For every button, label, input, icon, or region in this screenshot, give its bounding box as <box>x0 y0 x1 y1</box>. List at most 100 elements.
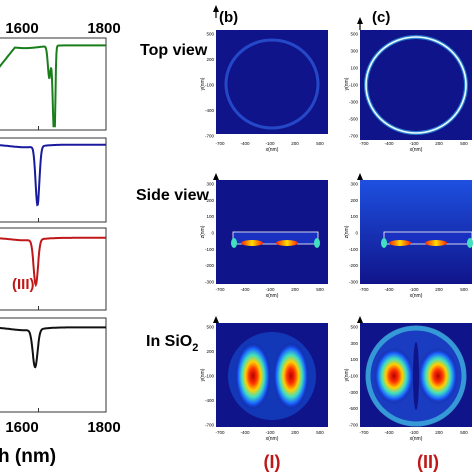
y-tick-label: 500 <box>350 325 358 330</box>
y-tick-label: -700 <box>349 423 359 428</box>
y-tick-label: -200 <box>349 263 359 268</box>
x-tick-label: -100 <box>409 141 419 146</box>
lobe-sio2-b-1 <box>235 342 271 410</box>
y-tick-label: -300 <box>205 280 215 285</box>
y-tick-label: 300 <box>350 341 358 346</box>
y-axis-label: y(nm) <box>344 368 350 381</box>
y-tick-label: -200 <box>205 263 215 268</box>
map-axes: -700 -400 -100 200 500 x(nm) 500 200 -100 -400 -70… <box>200 32 468 443</box>
hot-side-b-1 <box>241 240 263 246</box>
spectrum-frame-1 <box>0 37 107 131</box>
y-tick-label: 200 <box>206 57 214 62</box>
x-axis-label: x(nm) <box>410 147 423 153</box>
y-tick-label: 300 <box>350 182 358 187</box>
x-axis-label: x(nm) <box>266 293 279 299</box>
y-tick-label: -300 <box>349 280 359 285</box>
x-tick-label: -100 <box>265 287 275 292</box>
x-tick-label: -400 <box>384 287 394 292</box>
y-axis-label: y(nm) <box>344 77 350 90</box>
spectra-panels <box>0 37 107 413</box>
x-tick-label: 500 <box>316 141 324 146</box>
spectrum-line-4 <box>0 326 106 369</box>
x-tick-label: -400 <box>384 141 394 146</box>
y-tick-label: 0 <box>211 231 214 236</box>
y-tick-label: 100 <box>350 66 358 71</box>
edge-side-c-1 <box>381 238 387 248</box>
y-tick-label: 200 <box>206 198 214 203</box>
arrow-head-side-c <box>357 173 363 180</box>
y-tick-label: -400 <box>205 398 215 403</box>
y-tick-label: 200 <box>350 198 358 203</box>
arrow-head-side-b <box>213 173 219 180</box>
bottom-label-ii: (II) <box>417 452 439 472</box>
lobe-sio2-c-2 <box>418 348 458 404</box>
y-tick-label: 100 <box>206 214 214 219</box>
y-tick-label: -100 <box>205 247 215 252</box>
y-axis-label: z(nm) <box>344 225 350 238</box>
x-tick-label: 200 <box>435 287 443 292</box>
x-tick-label: 200 <box>435 430 443 435</box>
y-tick-label: -100 <box>349 374 359 379</box>
map-top-c <box>360 30 472 140</box>
x-tick-label: -400 <box>384 430 394 435</box>
x-tick-label: -100 <box>265 430 275 435</box>
spectra-top-tick-1600: 1600 <box>5 20 38 37</box>
y-axis-label: y(nm) <box>200 77 206 90</box>
x-tick-label: -400 <box>240 141 250 146</box>
bottom-label-i: (I) <box>264 452 281 472</box>
y-tick-label: -700 <box>205 423 215 428</box>
y-tick-label: 500 <box>206 325 214 330</box>
y-tick-label: -700 <box>205 134 215 139</box>
spectra-label-iii: (III) <box>12 276 35 293</box>
y-tick-label: -300 <box>349 100 359 105</box>
spectrum-frame-3 <box>0 227 107 311</box>
spectrum-line-3 <box>0 236 106 288</box>
panel-label-c: (c) <box>372 9 390 26</box>
hot-side-c-2 <box>425 240 447 246</box>
y-tick-label: 300 <box>350 49 358 54</box>
y-tick-label: -100 <box>205 374 215 379</box>
lobe-sio2-c-1 <box>374 348 414 404</box>
x-tick-label: -400 <box>240 287 250 292</box>
x-tick-label: -700 <box>215 430 225 435</box>
y-tick-label: -300 <box>349 390 359 395</box>
y-tick-label: -100 <box>349 247 359 252</box>
hot-side-c-1 <box>389 240 411 246</box>
x-tick-label: 200 <box>435 141 443 146</box>
spectra-top-tick-1800: 1800 <box>87 20 120 37</box>
x-tick-label: 200 <box>291 141 299 146</box>
row-label-in-sio2: In SiO2 <box>146 333 198 354</box>
y-tick-label: 500 <box>350 32 358 37</box>
spectrum-line-1 <box>0 44 106 128</box>
y-tick-label: -100 <box>205 83 215 88</box>
x-tick-label: -100 <box>409 430 419 435</box>
y-axis-label: z(nm) <box>200 225 206 238</box>
y-tick-label: 300 <box>206 182 214 187</box>
x-axis-label: x(nm) <box>266 147 279 153</box>
x-tick-label: 500 <box>316 287 324 292</box>
x-tick-label: -100 <box>409 287 419 292</box>
node-sio2-c <box>413 342 419 410</box>
map-top-b <box>216 30 328 134</box>
edge-side-b-2 <box>314 238 320 248</box>
x-tick-label: 200 <box>291 430 299 435</box>
edge-side-c-2 <box>467 238 473 248</box>
y-tick-label: 100 <box>350 357 358 362</box>
x-tick-label: -100 <box>265 141 275 146</box>
spectrum-frame-2 <box>0 137 107 223</box>
x-tick-label: 500 <box>460 287 468 292</box>
ring-top-c <box>365 36 467 134</box>
arrow-head-sio2-c <box>357 316 363 323</box>
y-tick-label: -700 <box>349 134 359 139</box>
y-tick-label: -500 <box>349 406 359 411</box>
y-tick-label: 500 <box>206 32 214 37</box>
y-axis-label: y(nm) <box>200 368 206 381</box>
x-tick-label: -700 <box>359 141 369 146</box>
arrow-head-top-c <box>357 17 363 24</box>
spectra-xlabel: h (nm) <box>0 446 56 467</box>
lobe-sio2-b-2 <box>273 342 309 410</box>
y-tick-label: -400 <box>205 108 215 113</box>
spectrum-line-2 <box>0 143 106 207</box>
y-tick-label: 0 <box>355 231 358 236</box>
